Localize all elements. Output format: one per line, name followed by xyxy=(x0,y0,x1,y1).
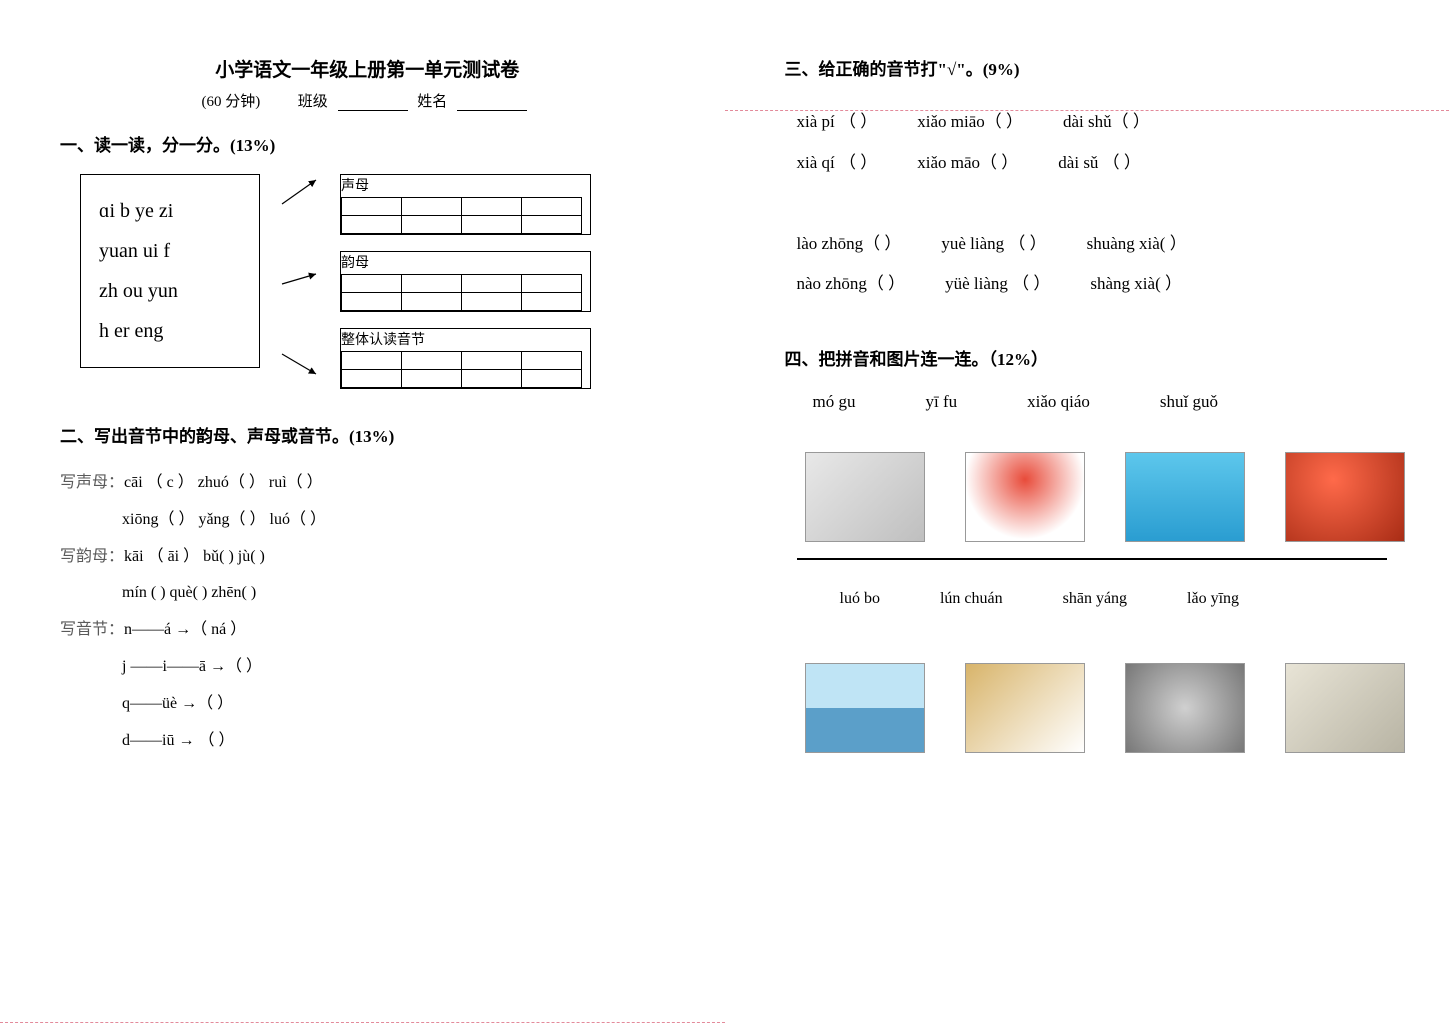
q1-table3-label: 整体认读音节 xyxy=(341,329,590,349)
q2-l5-label: 写音节： xyxy=(60,621,124,638)
q2-l6: j ——i——ā →（ ） xyxy=(122,649,675,686)
q2-l3: kāi （ āi ） bǔ( ) jù( ) xyxy=(124,548,265,565)
q1-pinyin-box: ɑi b ye zi yuan ui f zh ou yun h er eng xyxy=(80,174,260,368)
time-label: (60 分钟) xyxy=(201,94,260,110)
q2-l8: d——iū → （ ） xyxy=(122,723,675,760)
q1-table1-wrap: 声母 xyxy=(340,174,591,235)
q3-heading: 三、给正确的音节打"√"。(9%) xyxy=(785,55,1400,80)
q2-l7: q——üè →（ ） xyxy=(122,686,675,723)
q2-l5: n——á →（ ná ） xyxy=(124,621,246,638)
class-label: 班级 xyxy=(298,94,328,110)
q2-l1-label: 写声母： xyxy=(60,474,124,491)
q1-container: ɑi b ye zi yuan ui f zh ou yun h er eng … xyxy=(80,174,675,394)
q1-table2-wrap: 韵母 xyxy=(340,251,591,312)
q2-l4: mín ( ) què( ) zhēn( ) xyxy=(122,575,675,612)
q2-heading: 二、写出音节中的韵母、声母或音节。(13%) xyxy=(60,422,675,447)
left-page: 小学语文一年级上册第一单元测试卷 (60 分钟) 班级 姓名 一、读一读，分一分… xyxy=(0,0,725,1023)
q1-table3-wrap: 整体认读音节 xyxy=(340,328,591,389)
class-blank xyxy=(338,97,408,111)
name-label: 姓名 xyxy=(417,94,447,110)
name-blank xyxy=(457,97,527,111)
q1-table1-label: 声母 xyxy=(341,175,590,195)
q1-arrows xyxy=(280,174,320,394)
q1-heading: 一、读一读，分一分。(13%) xyxy=(60,131,675,156)
q2-body: 写声母：cāi （ c ） zhuó（ ） ruì（ ） xiōng（ ） yǎ… xyxy=(60,465,675,759)
q1-tables: 声母 韵母 整体认读音节 xyxy=(340,174,591,389)
q2-l3-label: 写韵母： xyxy=(60,548,124,565)
q2-l1: cāi （ c ） zhuó（ ） ruì（ ） xyxy=(124,474,323,491)
q2-l2: xiōng（ ） yǎng（ ） luó（ ） xyxy=(122,502,675,539)
doc-title: 小学语文一年级上册第一单元测试卷 xyxy=(60,55,675,82)
doc-subtitle: (60 分钟) 班级 姓名 xyxy=(60,90,675,111)
right-top-dashed xyxy=(725,110,1449,1023)
q1-table2-label: 韵母 xyxy=(341,252,590,272)
